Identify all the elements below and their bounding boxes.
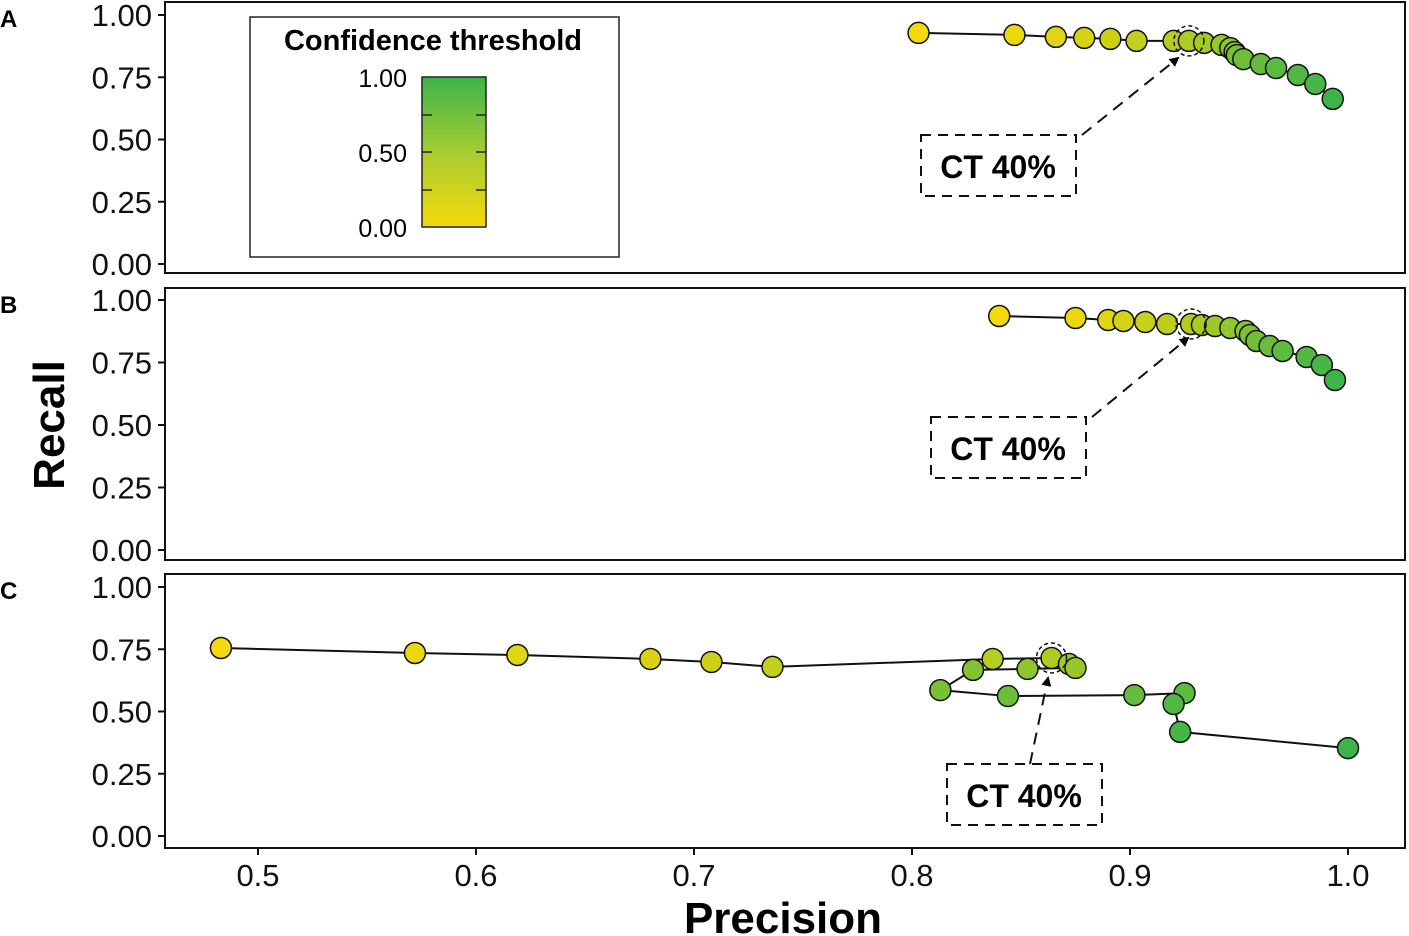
y-tick-label: 0.00 bbox=[92, 819, 152, 854]
y-tick-label: 0.75 bbox=[92, 632, 152, 667]
ct-highlight-circle bbox=[1175, 308, 1207, 340]
y-tick-label: 1.00 bbox=[92, 0, 152, 33]
data-point bbox=[1134, 310, 1157, 334]
annotation-arrow bbox=[1091, 336, 1190, 418]
x-tick-label: 0.8 bbox=[890, 858, 933, 893]
data-point bbox=[1155, 312, 1179, 336]
data-point bbox=[996, 684, 1020, 708]
colorbar-tick: 0.00 bbox=[358, 215, 407, 243]
ct-highlight-circle bbox=[1173, 25, 1205, 57]
plot-frame bbox=[164, 1, 1406, 274]
y-tick-label: 0.50 bbox=[92, 695, 152, 730]
y-tick-label: 0.25 bbox=[92, 757, 152, 792]
legend-title: Confidence threshold bbox=[284, 25, 582, 57]
annotation-label: CT 40% bbox=[940, 149, 1056, 185]
data-point bbox=[1112, 309, 1135, 333]
data-point bbox=[929, 678, 952, 702]
data-point bbox=[700, 650, 723, 674]
annotation-box bbox=[930, 416, 1087, 479]
data-point bbox=[1323, 368, 1347, 392]
panel-label: C bbox=[0, 578, 17, 605]
data-point bbox=[1003, 23, 1026, 47]
x-tick-label: 0.5 bbox=[236, 858, 279, 893]
panel-C: C 0.00 0.25 0.50 0.75 1.00 CT 40% bbox=[0, 570, 1406, 854]
annotation-arrow bbox=[1029, 676, 1052, 765]
y-tick-label: 0.75 bbox=[92, 346, 152, 381]
panel-A: A 0.00 0.25 0.50 0.75 1.00 CT 40% bbox=[0, 0, 1406, 282]
data-point bbox=[1271, 339, 1294, 363]
y-tick-label: 0.00 bbox=[92, 533, 152, 568]
y-tick-label: 0.75 bbox=[92, 60, 152, 95]
panel-label: B bbox=[0, 292, 17, 319]
y-tick-label: 0.50 bbox=[92, 123, 152, 158]
data-point bbox=[1264, 56, 1288, 80]
data-point bbox=[987, 304, 1011, 328]
data-point bbox=[1321, 87, 1344, 111]
data-point bbox=[1044, 25, 1068, 49]
data-point bbox=[1123, 683, 1146, 707]
annotation-arrow bbox=[1081, 56, 1180, 136]
y-tick-label: 1.00 bbox=[92, 570, 152, 605]
plot-frame bbox=[164, 573, 1406, 849]
colorbar bbox=[421, 76, 487, 228]
data-point bbox=[1304, 72, 1327, 96]
data-point bbox=[1125, 29, 1148, 53]
annotation-box bbox=[920, 134, 1077, 197]
y-tick-label: 0.00 bbox=[92, 247, 152, 282]
data-point bbox=[1336, 736, 1360, 760]
annotation-label: CT 40% bbox=[966, 778, 1082, 814]
data-point bbox=[907, 21, 930, 45]
panel-label: A bbox=[0, 6, 17, 33]
y-tick-label: 0.25 bbox=[92, 185, 152, 220]
y-tick-label: 1.00 bbox=[92, 283, 152, 318]
data-point bbox=[961, 658, 985, 682]
legend: Confidence threshold 1.00 0.50 0.00 bbox=[249, 16, 620, 258]
data-point bbox=[1072, 26, 1096, 50]
data-point bbox=[1310, 353, 1334, 377]
annotation-label: CT 40% bbox=[950, 431, 1066, 467]
data-point bbox=[1064, 656, 1087, 680]
x-tick-label: 0.7 bbox=[672, 858, 715, 893]
annotation-box bbox=[946, 763, 1103, 826]
data-point bbox=[1099, 27, 1122, 51]
data-point bbox=[1064, 306, 1087, 330]
y-tick-label: 0.25 bbox=[92, 471, 152, 506]
data-point bbox=[403, 641, 427, 665]
data-point bbox=[981, 647, 1004, 671]
data-point bbox=[1168, 720, 1192, 744]
y-axis-label: Recall bbox=[25, 360, 74, 490]
panel-B: B 0.00 0.25 0.50 0.75 1.00 CT 40% bbox=[0, 283, 1406, 568]
data-point bbox=[209, 636, 233, 660]
x-tick-label: 0.6 bbox=[454, 858, 497, 893]
data-point bbox=[1286, 63, 1310, 87]
y-tick-label: 0.50 bbox=[92, 408, 152, 443]
data-point bbox=[506, 643, 529, 667]
data-point bbox=[1162, 692, 1185, 716]
colorbar-tick: 0.50 bbox=[358, 140, 407, 168]
x-tick-label: 0.9 bbox=[1108, 858, 1151, 893]
colorbar-tick: 1.00 bbox=[358, 65, 407, 93]
data-point bbox=[1016, 657, 1039, 681]
data-point bbox=[761, 655, 784, 679]
x-axis-label: Precision bbox=[684, 894, 882, 936]
ct-highlight-circle bbox=[1035, 642, 1068, 674]
data-point bbox=[639, 647, 662, 671]
x-tick-label: 1.0 bbox=[1326, 858, 1369, 893]
